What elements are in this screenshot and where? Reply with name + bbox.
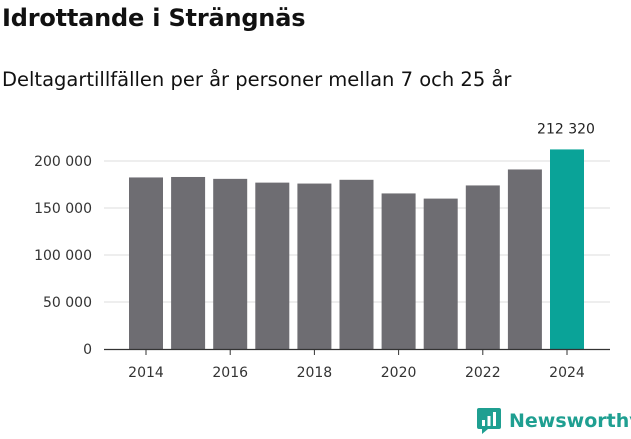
brand-name: Newsworthy [509,410,631,432]
bar-2023 [507,169,542,349]
bar-2015 [171,176,206,349]
chart-subtitle: Deltagartillfällen per år personer mella… [2,68,512,91]
bar-2014 [129,177,163,349]
bar-2019 [339,179,374,349]
y-tick-label: 0 [83,342,92,358]
bar-2022 [465,185,500,349]
bar-2018 [297,183,332,349]
x-tick-label: 2022 [465,365,501,381]
bar-2020 [381,193,416,349]
y-tick-label: 100 000 [34,248,92,264]
bar-2016 [213,178,248,349]
y-tick-label: 200 000 [34,154,92,170]
bar-2024 [550,149,584,349]
y-tick-label: 150 000 [34,201,92,217]
bar-2017 [255,182,290,349]
chart-title: Idrottande i Strängnäs [2,4,306,32]
x-tick-label: 2024 [549,365,585,381]
newsworthy-chart-icon [477,408,501,434]
data-label: 212 320 [537,121,595,137]
x-tick-label: 2020 [381,365,417,381]
newsworthy-logo[interactable]: Newsworthy [476,407,631,435]
bar-2021 [423,198,458,349]
x-tick-label: 2014 [128,365,164,381]
x-tick-label: 2018 [297,365,333,381]
y-tick-label: 50 000 [43,295,92,311]
x-tick-label: 2016 [212,365,248,381]
